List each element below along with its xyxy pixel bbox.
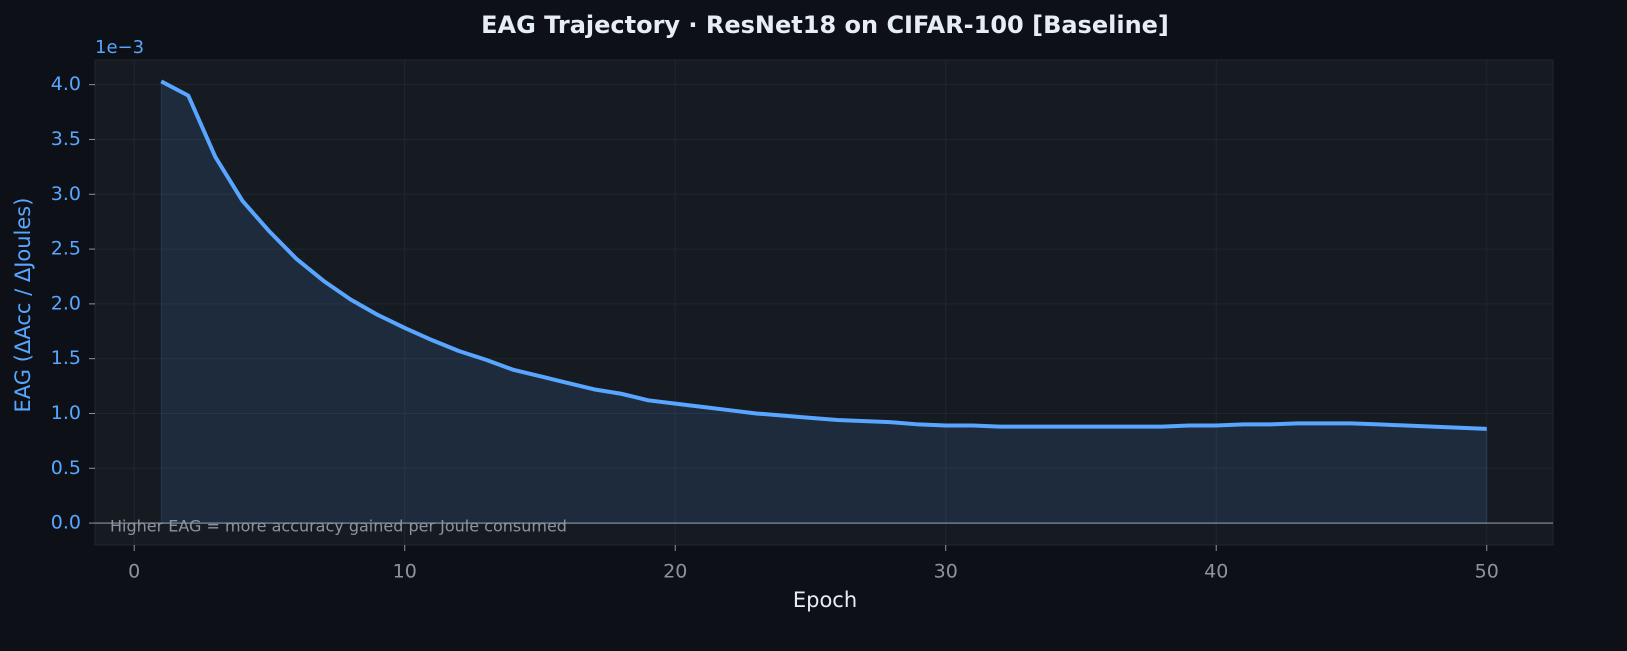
plot-area bbox=[94, 59, 1554, 546]
chart-title: EAG Trajectory · ResNet18 on CIFAR-100 [… bbox=[481, 11, 1169, 39]
y-tick-label: 3.0 bbox=[51, 183, 81, 205]
y-tick-label: 0.0 bbox=[51, 512, 81, 534]
x-tick-label: 40 bbox=[1204, 561, 1228, 583]
x-axis-label: Epoch bbox=[793, 588, 857, 612]
y-tick-label: 3.5 bbox=[51, 128, 81, 150]
y-tick-label: 2.5 bbox=[51, 238, 81, 260]
y-axis-label: EAG (ΔAcc / ΔJoules) bbox=[11, 198, 35, 413]
y-tick-label: 4.0 bbox=[51, 73, 81, 95]
x-tick-label: 50 bbox=[1475, 561, 1499, 583]
y-tick-label: 0.5 bbox=[51, 457, 81, 479]
y-offset-label: 1e−3 bbox=[95, 37, 144, 58]
x-tick-label: 0 bbox=[128, 561, 140, 583]
y-tick-label: 2.0 bbox=[51, 292, 81, 314]
annotation: Higher EAG = more accuracy gained per Jo… bbox=[110, 517, 567, 536]
line bbox=[160, 79, 1487, 431]
y-tick-label: 1.0 bbox=[51, 402, 81, 424]
x-tick-label: 30 bbox=[934, 561, 958, 583]
y-tick-label: 1.5 bbox=[51, 347, 81, 369]
x-tick-label: 20 bbox=[663, 561, 687, 583]
x-tick-label: 10 bbox=[393, 561, 417, 583]
